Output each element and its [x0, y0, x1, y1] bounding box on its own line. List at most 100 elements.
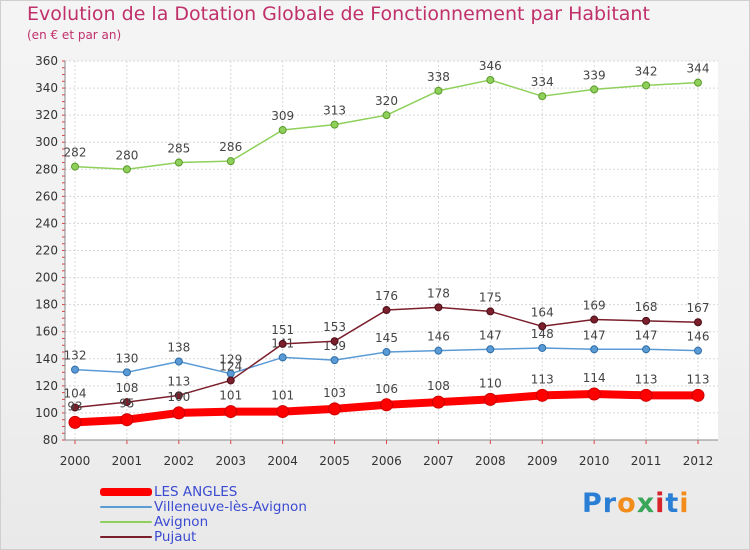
data-point — [224, 405, 238, 419]
data-point — [330, 120, 339, 129]
y-tick-label: 320 — [35, 108, 58, 122]
logo-letter: P — [582, 488, 603, 519]
data-label: 338 — [427, 70, 450, 84]
legend-label: Villeneuve-lès-Avignon — [154, 498, 307, 515]
y-tick-label: 180 — [35, 298, 58, 312]
x-tick-label: 2009 — [527, 454, 558, 468]
data-point — [330, 356, 339, 365]
x-tick-label: 2010 — [579, 454, 610, 468]
data-point — [431, 395, 445, 409]
data-label: 113 — [531, 372, 554, 386]
data-point — [226, 157, 235, 166]
chart-subtitle: (en € et par an) — [27, 28, 122, 42]
y-tick-label: 360 — [35, 54, 58, 68]
data-point — [328, 402, 342, 416]
data-label: 147 — [635, 328, 658, 342]
data-point — [174, 158, 183, 167]
y-tick-label: 220 — [35, 244, 58, 258]
data-point — [434, 86, 443, 95]
x-tick-label: 2001 — [112, 454, 143, 468]
data-label: 320 — [375, 94, 398, 108]
data-label: 342 — [635, 64, 658, 78]
legend-item: Villeneuve-lès-Avignon — [100, 498, 307, 515]
y-tick-label: 280 — [35, 162, 58, 176]
data-label: 106 — [375, 382, 398, 396]
data-label: 113 — [167, 374, 190, 388]
data-point — [380, 398, 393, 412]
y-tick-label: 340 — [35, 81, 58, 95]
logo-letter: i — [655, 488, 666, 519]
data-point — [172, 406, 186, 420]
data-point — [486, 345, 495, 354]
data-point — [642, 345, 651, 354]
data-label: 139 — [323, 339, 346, 353]
y-tick-label: 120 — [35, 379, 58, 393]
data-label: 280 — [115, 148, 138, 162]
legend-item: LES ANGLES — [100, 484, 307, 500]
x-tick-label: 2003 — [215, 454, 246, 468]
legend-swatch — [100, 505, 152, 508]
data-point — [538, 322, 547, 331]
data-point — [694, 318, 702, 327]
legend-label: Pujaut — [154, 528, 197, 545]
data-label: 168 — [635, 300, 658, 314]
data-point — [71, 365, 79, 374]
legend-label: Avignon — [154, 513, 209, 530]
x-tick-label: 2002 — [164, 454, 195, 468]
data-label: 285 — [167, 142, 190, 156]
data-label: 108 — [115, 381, 138, 395]
data-label: 148 — [531, 327, 554, 341]
data-point — [538, 92, 547, 101]
data-label: 104 — [64, 387, 87, 401]
data-point — [68, 415, 82, 429]
data-label: 164 — [531, 305, 554, 319]
data-label: 282 — [64, 146, 87, 160]
data-point — [590, 85, 599, 94]
data-label: 169 — [583, 299, 606, 313]
logo-letter: o — [617, 488, 637, 519]
data-point — [590, 315, 599, 324]
data-point — [122, 165, 131, 174]
data-label: 146 — [687, 330, 710, 344]
data-point — [691, 388, 705, 402]
data-label: 167 — [687, 301, 710, 315]
data-point — [486, 75, 495, 84]
data-label: 147 — [479, 328, 502, 342]
x-tick-label: 2005 — [319, 454, 350, 468]
legend-swatch — [100, 487, 152, 496]
x-tick-label: 2007 — [423, 454, 454, 468]
data-point — [382, 111, 391, 120]
logo-letter: t — [665, 488, 680, 519]
data-point — [694, 78, 702, 87]
data-point — [486, 307, 495, 316]
chart-legend: LES ANGLES Villeneuve-lès-Avignon Avignon P… — [100, 484, 307, 545]
data-point — [330, 337, 339, 346]
data-label: 146 — [427, 330, 450, 344]
x-tick-label: 2004 — [267, 454, 298, 468]
legend-item: Avignon — [100, 513, 307, 530]
data-label: 346 — [479, 59, 502, 73]
data-point — [278, 126, 287, 135]
data-point — [120, 413, 134, 427]
data-point — [382, 348, 391, 357]
data-point — [639, 388, 653, 402]
data-label: 103 — [323, 386, 346, 400]
data-label: 313 — [323, 104, 346, 118]
y-tick-label: 300 — [35, 135, 58, 149]
logo-letter: i — [679, 488, 690, 519]
y-tick-label: 140 — [35, 352, 58, 366]
data-point — [276, 405, 290, 419]
data-label: 176 — [375, 289, 398, 303]
y-tick-label: 100 — [35, 406, 58, 420]
proxiti-logo: Proxiti — [582, 488, 690, 519]
data-point — [278, 353, 287, 362]
data-label: 178 — [427, 286, 450, 300]
data-point — [538, 343, 547, 352]
data-point — [694, 346, 702, 355]
data-label: 110 — [479, 376, 502, 390]
chart-title: Evolution de la Dotation Globale de Fonc… — [27, 3, 650, 25]
data-label: 113 — [687, 372, 710, 386]
data-point — [71, 403, 79, 412]
data-point — [382, 306, 391, 315]
data-point — [642, 81, 651, 90]
